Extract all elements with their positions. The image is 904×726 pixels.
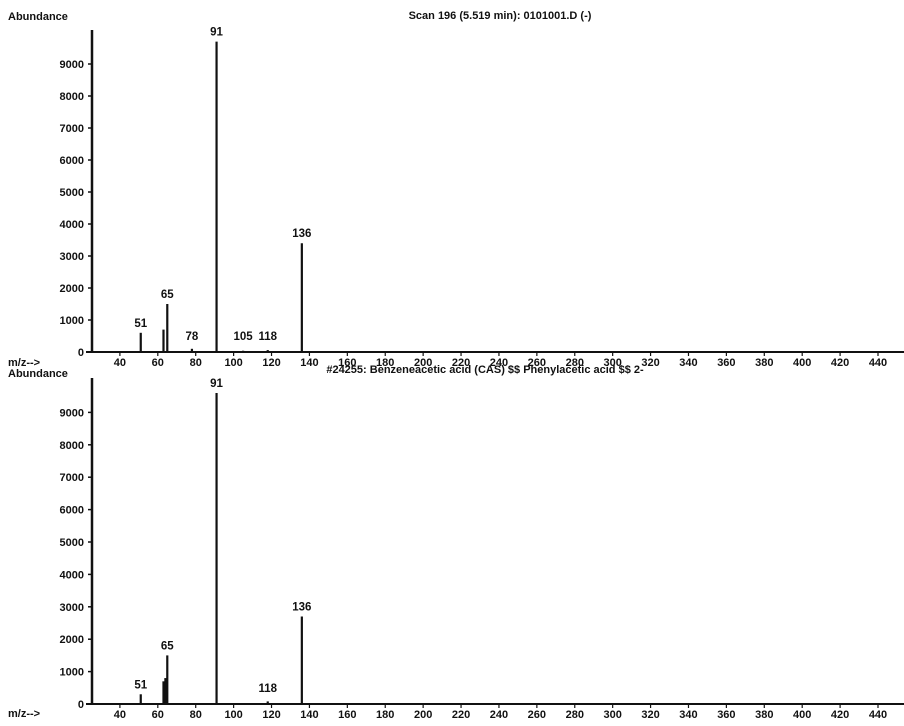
- chart1-peak-label: 118: [258, 331, 277, 343]
- chart2-y-tick-label: 3000: [60, 602, 84, 614]
- chart2-x-tick-label: 400: [793, 709, 811, 721]
- chart1-x-tick-label: 60: [152, 357, 164, 369]
- chart2-title: #24255: Benzeneacetic acid (CAS) $$ Phen…: [326, 364, 644, 376]
- chart2-x-tick-label: 140: [300, 709, 318, 721]
- chart2-x-tick-label: 320: [641, 709, 659, 721]
- chart1-x-tick-label: 240: [490, 357, 508, 369]
- chart2-x-tick-label: 300: [603, 709, 621, 721]
- chart1-y-tick-label: 9000: [60, 59, 84, 71]
- chart2-y-tick-label: 0: [78, 699, 84, 711]
- chart2-x-tick-label: 360: [717, 709, 735, 721]
- chart1-x-tick-label: 300: [603, 357, 621, 369]
- chart1-y-tick-label: 5000: [60, 187, 84, 199]
- chart1-y-tick-label: 1000: [60, 315, 84, 327]
- chart1-y-axis-label: Abundance: [8, 11, 68, 23]
- chart2-x-tick-label: 80: [190, 709, 202, 721]
- chart1-x-tick-label: 40: [114, 357, 126, 369]
- chart1-x-tick-label: 360: [717, 357, 735, 369]
- chart1-x-tick-label: 320: [641, 357, 659, 369]
- chart1-x-tick-label: 340: [679, 357, 697, 369]
- chart1-x-tick-label: 140: [300, 357, 318, 369]
- chart1-peak-label: 136: [292, 228, 311, 240]
- chart1-x-tick-label: 400: [793, 357, 811, 369]
- chart2-x-tick-label: 200: [414, 709, 432, 721]
- chart1-x-tick-label: 280: [566, 357, 584, 369]
- chart2-peak-label: 118: [258, 683, 277, 695]
- chart2-x-tick-label: 340: [679, 709, 697, 721]
- chart2-y-axis-label: Abundance: [8, 368, 68, 380]
- chart1-y-tick-label: 2000: [60, 283, 84, 295]
- chart1-y-tick-label: 0: [78, 347, 84, 359]
- chart1-x-tick-label: 220: [452, 357, 470, 369]
- chart2-x-tick-label: 220: [452, 709, 470, 721]
- chart2-peak-label: 91: [210, 378, 223, 390]
- chart1-peak-label: 105: [234, 331, 254, 343]
- chart1-x-tick-label: 80: [190, 357, 202, 369]
- chart2-y-tick-label: 1000: [60, 667, 84, 679]
- chart2-x-axis-label: m/z-->: [8, 708, 40, 720]
- chart1-x-tick-label: 380: [755, 357, 773, 369]
- chart2-x-tick-label: 260: [528, 709, 546, 721]
- chart1-peak-label: 91: [210, 27, 223, 39]
- chart1-x-tick-label: 120: [262, 357, 280, 369]
- chart2-peak-label: 51: [134, 679, 147, 691]
- chart2-x-tick-label: 40: [114, 709, 126, 721]
- chart1-x-tick-label: 200: [414, 357, 432, 369]
- chart2-peak-label: 136: [292, 602, 311, 614]
- chart2-y-tick-label: 9000: [60, 407, 84, 419]
- chart1-peak-label: 65: [161, 289, 174, 301]
- chart2-x-tick-label: 100: [224, 709, 242, 721]
- chart1-title: Scan 196 (5.519 min): 0101001.D (-): [409, 10, 592, 22]
- chart2-x-tick-label: 440: [869, 709, 887, 721]
- chart2-y-tick-label: 4000: [60, 569, 84, 581]
- chart1-x-tick-label: 160: [338, 357, 356, 369]
- chart1-y-tick-label: 4000: [60, 219, 84, 231]
- chart1-peak-label: 78: [186, 331, 199, 343]
- chart2-x-tick-label: 160: [338, 709, 356, 721]
- chart2-x-tick-label: 120: [262, 709, 280, 721]
- chart1-x-tick-label: 180: [376, 357, 394, 369]
- chart2-y-tick-label: 7000: [60, 472, 84, 484]
- chart2-y-tick-label: 5000: [60, 537, 84, 549]
- chart2-x-tick-label: 380: [755, 709, 773, 721]
- chart2-y-tick-label: 2000: [60, 634, 84, 646]
- chart1-y-tick-label: 7000: [60, 123, 84, 135]
- chart1-y-tick-label: 3000: [60, 251, 84, 263]
- chart2-x-tick-label: 240: [490, 709, 508, 721]
- chart2-y-tick-label: 8000: [60, 440, 84, 452]
- chart2-peak-label: 65: [161, 640, 174, 652]
- chart2-x-tick-label: 280: [566, 709, 584, 721]
- chart1-y-tick-label: 8000: [60, 91, 84, 103]
- chart2-x-tick-label: 420: [831, 709, 849, 721]
- chart1-y-tick-label: 6000: [60, 155, 84, 167]
- chart1-x-tick-label: 420: [831, 357, 849, 369]
- chart1-x-axis-label: m/z-->: [8, 357, 40, 369]
- chart1-peak-label: 51: [134, 318, 147, 330]
- chart2-y-tick-label: 6000: [60, 505, 84, 517]
- chart1-x-tick-label: 260: [528, 357, 546, 369]
- chart2-x-tick-label: 180: [376, 709, 394, 721]
- chart1-x-tick-label: 440: [869, 357, 887, 369]
- chart1-x-tick-label: 100: [224, 357, 242, 369]
- chart2-x-tick-label: 60: [152, 709, 164, 721]
